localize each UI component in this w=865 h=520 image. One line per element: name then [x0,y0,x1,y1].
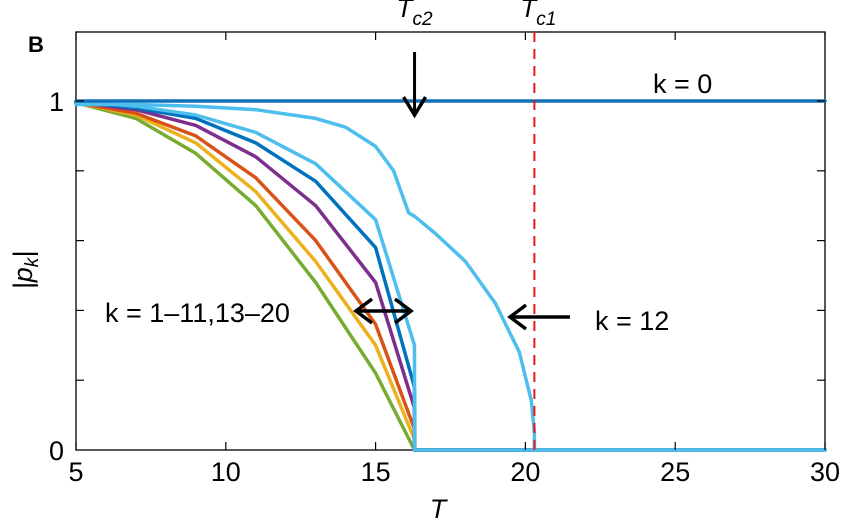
tc2-label-sub: c2 [412,9,433,30]
x-tick-label: 5 [68,457,83,487]
series-line-1 [74,100,827,452]
x-tick-label: 20 [510,457,540,487]
y-tick-label: 1 [49,87,64,117]
axis-ticks: 5 10 15 20 25 30 0 1 [49,32,840,487]
y-tick-label: 0 [49,436,64,466]
annotation-arrows [353,297,570,331]
plot-frame [75,31,826,451]
x-tick-label: 25 [660,457,690,487]
annotation-k12: k = 12 [595,306,669,336]
double-arrow-right-head [393,297,414,325]
x-tick-label: 15 [361,457,391,487]
tc1-label: Tc1 [520,0,556,30]
tc2-label: Tc2 [397,0,433,30]
tc2-arrow-head [402,96,428,119]
double-arrow-left-head [353,297,374,325]
tc2-label-main: T [397,0,415,23]
series-line-4 [74,99,827,452]
series-layer [74,99,827,452]
annotation-k-others: k = 1–11,13–20 [105,298,290,328]
series-line-5 [74,99,827,452]
series-line-0 [74,100,827,452]
series-line-k12 [74,102,827,452]
tc2-arrow [402,52,428,119]
annotation-k0: k = 0 [653,69,712,99]
tc1-label-sub: c1 [536,9,556,30]
series-line-2 [74,100,827,452]
x-tick-label: 30 [810,457,840,487]
series-line-3 [74,100,827,452]
x-axis-label: T [430,494,449,520]
y-axis-label: |pk| [8,251,43,290]
panel-label: B [28,32,44,57]
k12-arrow-head [507,303,528,331]
tc1-label-main: T [520,0,538,23]
x-tick-label: 10 [211,457,241,487]
